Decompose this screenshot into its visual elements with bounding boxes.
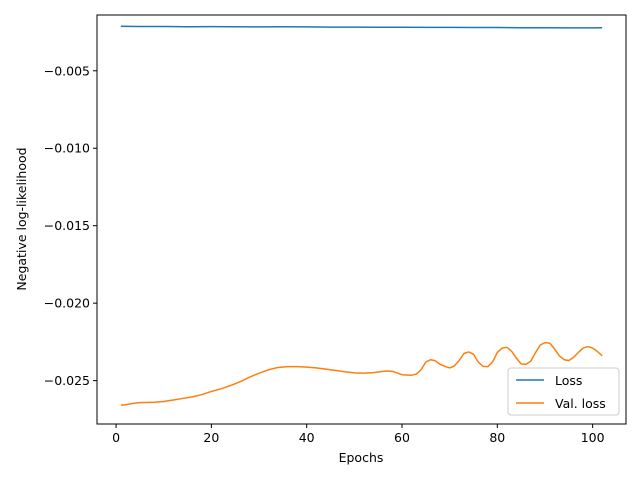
legend-label-loss: Loss (555, 373, 582, 388)
y-tick-label: −0.025 (44, 373, 90, 388)
x-tick-label: 40 (299, 430, 315, 445)
y-axis-label: Negative log-likelihood (14, 147, 29, 290)
plot-area (97, 15, 626, 424)
series-layer (120, 25, 603, 406)
y-tick-label: −0.010 (44, 141, 90, 156)
x-tick-label: 60 (394, 430, 410, 445)
x-tick-label: 80 (489, 430, 505, 445)
x-tick-label: 100 (581, 430, 605, 445)
x-tick-label: 0 (112, 430, 120, 445)
x-tick-label: 20 (203, 430, 219, 445)
x-axis-ticks: 0 20 40 60 80 100 (112, 424, 605, 445)
x-axis-label: Epochs (339, 450, 384, 465)
y-tick-label: −0.020 (44, 296, 90, 311)
legend: Loss Val. loss (507, 367, 620, 416)
legend-label-val-loss: Val. loss (555, 396, 606, 411)
y-tick-label: −0.005 (44, 63, 90, 78)
y-axis-ticks: −0.005 −0.010 −0.015 −0.020 −0.025 (44, 63, 97, 388)
series-line-loss (120, 25, 603, 29)
plot-frame (96, 14, 627, 425)
y-tick-label: −0.015 (44, 218, 90, 233)
series-line-val-loss (120, 341, 603, 406)
